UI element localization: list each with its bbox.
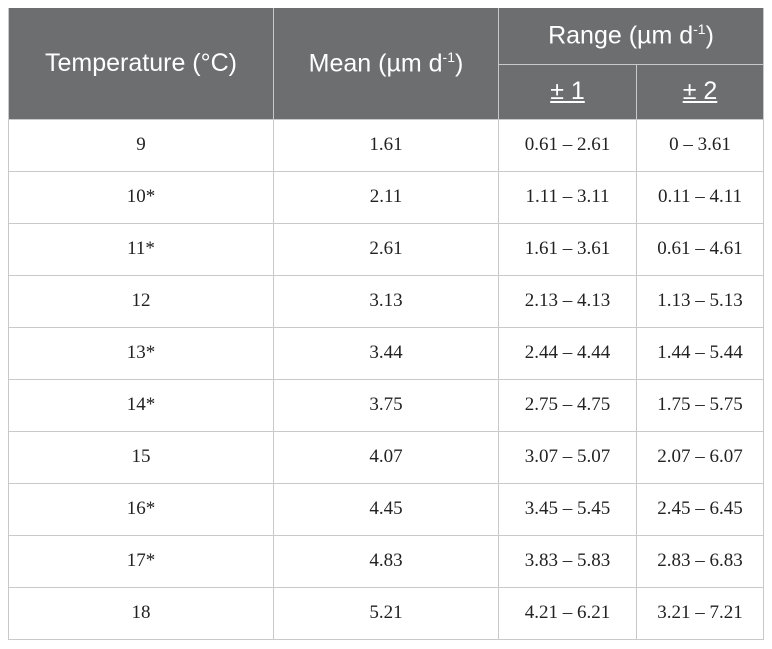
- header-cell: Temperature (°C): [8, 8, 274, 120]
- table-row: 9 1.61 0.61 – 2.61 0 – 3.61: [8, 118, 764, 172]
- table-cell: 3.75: [273, 378, 499, 432]
- table-cell: 2.83 – 6.83: [636, 534, 764, 588]
- table-cell: 9: [8, 118, 274, 172]
- table-cell: 0.11 – 4.11: [636, 170, 764, 224]
- table-cell: 2.75 – 4.75: [498, 378, 637, 432]
- table-cell: 2.13 – 4.13: [498, 274, 637, 328]
- table-cell: 3.21 – 7.21: [636, 586, 764, 640]
- table-cell: 2.44 – 4.44: [498, 326, 637, 380]
- table-cell: 1.61: [273, 118, 499, 172]
- header-text: ): [455, 48, 464, 77]
- table-cell: 1.61 – 3.61: [498, 222, 637, 276]
- table-cell: 1.44 – 5.44: [636, 326, 764, 380]
- table-row: 16* 4.45 3.45 – 5.45 2.45 – 6.45: [8, 482, 764, 536]
- header-text: ± 2: [682, 77, 718, 105]
- table-cell: 16*: [8, 482, 274, 536]
- header-text: Temperature (°C): [45, 48, 237, 77]
- table-cell: 17*: [8, 534, 274, 588]
- table-cell: 4.45: [273, 482, 499, 536]
- table-cell: 2.61: [273, 222, 499, 276]
- table-row: 11* 2.61 1.61 – 3.61 0.61 – 4.61: [8, 222, 764, 276]
- table-cell: 2.45 – 6.45: [636, 482, 764, 536]
- table-row: 13* 3.44 2.44 – 4.44 1.44 – 5.44: [8, 326, 764, 380]
- table-cell: 1.11 – 3.11: [498, 170, 637, 224]
- table-cell: 0 – 3.61: [636, 118, 764, 172]
- superscript: -1: [693, 21, 706, 38]
- table-cell: 11*: [8, 222, 274, 276]
- header-row: Temperature (°C) Mean (µm d-1) Range (µm…: [8, 8, 764, 120]
- table-cell: 3.13: [273, 274, 499, 328]
- header-cell: ± 2: [636, 64, 764, 120]
- table-cell: 3.07 – 5.07: [498, 430, 637, 484]
- header-cell: Mean (µm d-1): [273, 8, 499, 120]
- table-cell: 10*: [8, 170, 274, 224]
- header-text: Range (µm d: [548, 21, 694, 50]
- table-cell: 3.83 – 5.83: [498, 534, 637, 588]
- table-cell: 15: [8, 430, 274, 484]
- table-cell: 4.07: [273, 430, 499, 484]
- table-row: 15 4.07 3.07 – 5.07 2.07 – 6.07: [8, 430, 764, 484]
- table-cell: 3.44: [273, 326, 499, 380]
- table-row: 14* 3.75 2.75 – 4.75 1.75 – 5.75: [8, 378, 764, 432]
- superscript: -1: [442, 48, 455, 65]
- table-cell: 1.13 – 5.13: [636, 274, 764, 328]
- header-text: Mean (µm d: [308, 48, 443, 77]
- table-body: 9 1.61 0.61 – 2.61 0 – 3.61 10* 2.11 1.11 – 3.…: [8, 118, 764, 640]
- table-cell: 4.83: [273, 534, 499, 588]
- header-cell: Range (µm d-1): [498, 8, 764, 65]
- header-cell: ± 1: [498, 64, 637, 120]
- table-header: Temperature (°C) Mean (µm d-1) Range (µm…: [8, 8, 764, 120]
- table-cell: 3.45 – 5.45: [498, 482, 637, 536]
- header-text: ± 1: [550, 77, 585, 105]
- table-row: 10* 2.11 1.11 – 3.11 0.11 – 4.11: [8, 170, 764, 224]
- header-row: ± 1 ± 2: [9, 64, 764, 120]
- table-row: 12 3.13 2.13 – 4.13 1.13 – 5.13: [8, 274, 764, 328]
- table-cell: 13*: [8, 326, 274, 380]
- table-cell: 2.07 – 6.07: [636, 430, 764, 484]
- table-cell: 2.11: [273, 170, 499, 224]
- header-text: ): [705, 21, 714, 50]
- table-cell: 5.21: [273, 586, 499, 640]
- table-cell: 0.61 – 4.61: [636, 222, 764, 276]
- data-table: Temperature (°C) Mean (µm d-1) Range (µm…: [8, 8, 764, 640]
- table-cell: 12: [8, 274, 274, 328]
- table-row: 18 5.21 4.21 – 6.21 3.21 – 7.21: [8, 586, 764, 640]
- table-cell: 18: [8, 586, 274, 640]
- table-cell: 1.75 – 5.75: [636, 378, 764, 432]
- table-cell: 14*: [8, 378, 274, 432]
- table-cell: 0.61 – 2.61: [498, 118, 637, 172]
- table-row: 17* 4.83 3.83 – 5.83 2.83 – 6.83: [8, 534, 764, 588]
- table-cell: 4.21 – 6.21: [498, 586, 637, 640]
